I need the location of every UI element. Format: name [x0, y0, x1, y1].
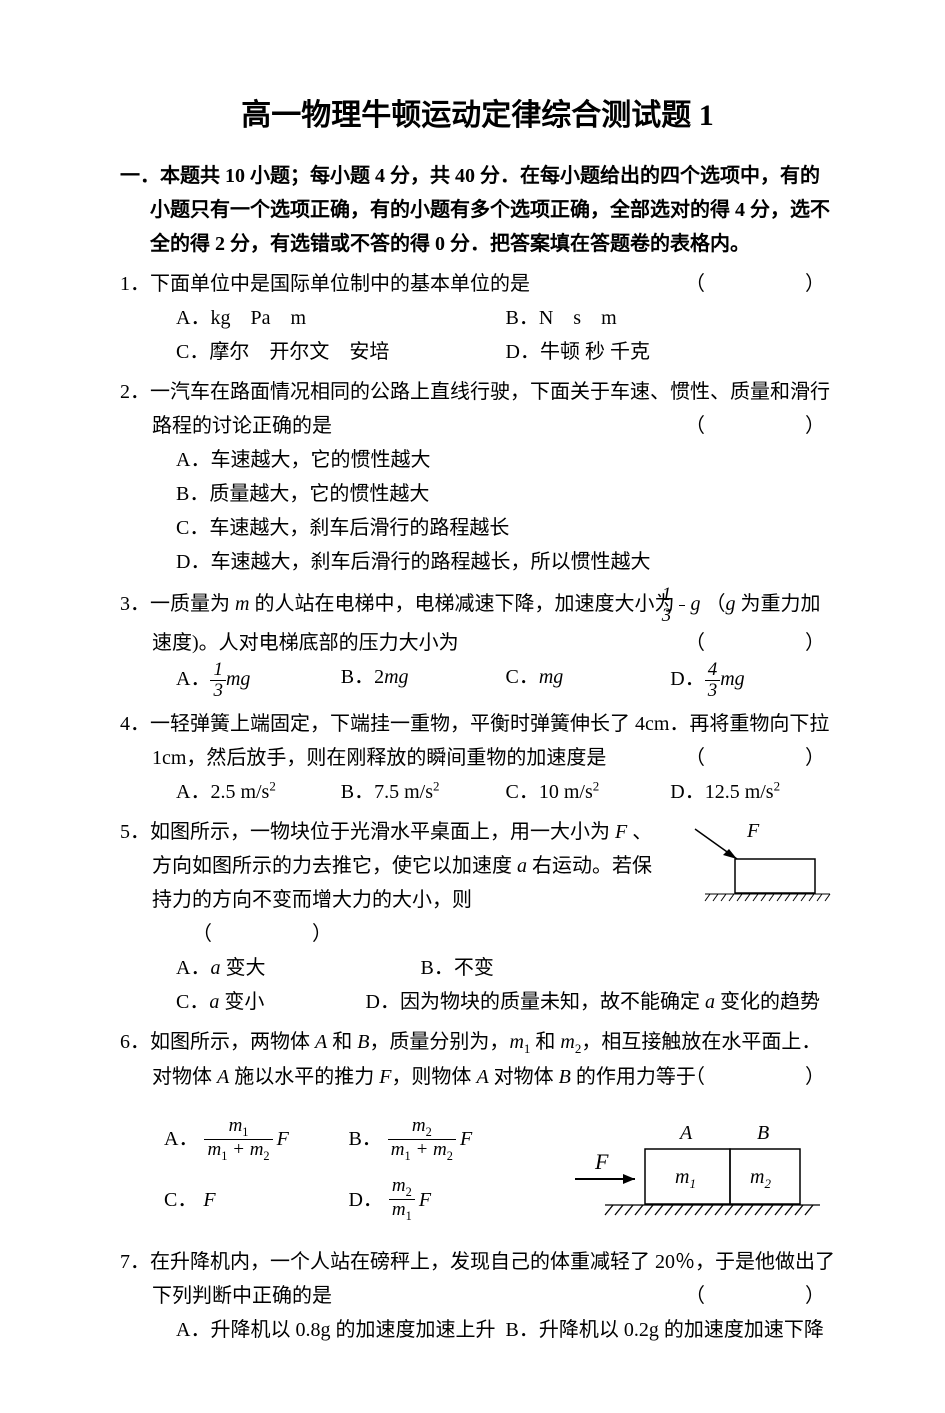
q6-row1: A． m1 m1 + m2 F B． m2 m1 + m2 F	[120, 1116, 565, 1163]
q1-stem: 1．下面单位中是国际单位制中的基本单位的是 （ ）	[120, 267, 835, 301]
page-title: 高一物理牛顿运动定律综合测试题 1	[120, 90, 835, 141]
q7-stem: 7．在升降机内，一个人站在磅秤上，发现自己的体重减轻了 20％，于是他做出了下列…	[120, 1245, 835, 1313]
opt-d: D．牛顿 秒 千克	[506, 335, 836, 369]
q6-options: A． m1 m1 + m2 F B． m2 m1 + m2 F	[120, 1102, 565, 1237]
answer-paren: （ ）	[717, 409, 835, 443]
answer-paren: （ ）	[717, 1279, 835, 1313]
q1-options-2: C．摩尔 开尔文 安培 D．牛顿 秒 千克	[120, 335, 835, 369]
opt-c: C．mg	[506, 660, 671, 701]
q3-c: （	[705, 593, 725, 615]
opt-b: B． m2 m1 + m2 F	[348, 1116, 532, 1163]
fraction-icon: m2 m1 + m2	[388, 1116, 456, 1163]
answer-paren: （ ）	[717, 1060, 835, 1094]
opt-d: D．车速越大，刹车后滑行的路程越长，所以惯性越大	[120, 545, 835, 579]
opt-c: C．a 变小	[176, 985, 361, 1019]
page: 高一物理牛顿运动定律综合测试题 1 一．本题共 10 小题；每小题 4 分，共 …	[0, 0, 945, 1413]
fraction-icon: 43	[705, 660, 721, 701]
opt-d: D．12.5 m/s2	[670, 775, 835, 809]
q7-options: A．升降机以 0.8g 的加速度加速上升 B．升降机以 0.2g 的加速度加速下…	[120, 1313, 835, 1347]
opt-d: D．因为物块的质量未知，故不能确定 a 变化的趋势	[366, 991, 820, 1013]
question-1: 1．下面单位中是国际单位制中的基本单位的是 （ ） A．kg Pa m B．N …	[120, 267, 835, 369]
var-g2: g	[725, 593, 735, 615]
q6-body: A． m1 m1 + m2 F B． m2 m1 + m2 F	[120, 1102, 835, 1237]
q5-options-2: C．a 变小 D．因为物块的质量未知，故不能确定 a 变化的趋势	[120, 985, 835, 1019]
q3-b: 的人站在电梯中，电梯减速下降，加速度大小为	[249, 593, 674, 615]
opt-b: B．不变	[421, 951, 666, 985]
opt-a: A．车速越大，它的惯性越大	[120, 443, 835, 477]
opt-a: A．a 变大	[176, 951, 421, 985]
question-5: F 5．如图所示，一物块位于光滑水平桌面上，用一大小为 F 、 方向如图所示的力…	[120, 815, 835, 1019]
answer-paren: （ ）	[192, 923, 342, 945]
svg-text:m2: m2	[750, 1166, 771, 1191]
answer-paren: （ ）	[717, 626, 835, 660]
question-4: 4．一轻弹簧上端固定，下端挂一重物，平衡时弹簧伸长了 4cm．再将重物向下拉1c…	[120, 707, 835, 809]
fraction-icon: m2 m1	[389, 1176, 415, 1223]
opt-d: D．43mg	[670, 660, 835, 701]
fig-label-b: B	[757, 1122, 769, 1144]
question-2: 2．一汽车在路面情况相同的公路上直线行驶，下面关于车速、惯性、质量和滑行路程的讨…	[120, 375, 835, 579]
opt-b: B．升降机以 0.2g 的加速度加速下降	[506, 1313, 836, 1347]
answer-paren: （ ）	[717, 741, 835, 775]
q6-row2: C．F D． m2 m1 F	[120, 1176, 565, 1223]
fraction-icon: m1 m1 + m2	[204, 1116, 272, 1163]
opt-c: C．F	[164, 1176, 348, 1223]
opt-a: A．升降机以 0.8g 的加速度加速上升	[176, 1313, 506, 1347]
fraction-icon: 13	[679, 585, 685, 626]
question-3: 3．一质量为 m 的人站在电梯中，电梯减速下降，加速度大小为 13 g （g 为…	[120, 585, 835, 701]
question-7: 7．在升降机内，一个人站在磅秤上，发现自己的体重减轻了 20％，于是他做出了下列…	[120, 1245, 835, 1347]
q2-stem: 2．一汽车在路面情况相同的公路上直线行驶，下面关于车速、惯性、质量和滑行路程的讨…	[120, 375, 835, 443]
opt-a: A． m1 m1 + m2 F	[164, 1116, 348, 1163]
question-6: 6．如图所示，两物体 A 和 B，质量分别为，m1 和 m2，相互接触放在水平面…	[120, 1025, 835, 1237]
svg-text:m1: m1	[675, 1166, 696, 1191]
answer-paren: （ ）	[717, 267, 835, 301]
opt-b: B．2mg	[341, 660, 506, 701]
q5-stem: 5．如图所示，一物块位于光滑水平桌面上，用一大小为 F 、 方向如图所示的力去推…	[120, 815, 835, 951]
q1-options: A．kg Pa m B．N s m	[120, 301, 835, 335]
var-m: m	[235, 593, 249, 615]
q4-stem: 4．一轻弹簧上端固定，下端挂一重物，平衡时弹簧伸长了 4cm．再将重物向下拉1c…	[120, 707, 835, 775]
var-g: g	[690, 593, 700, 615]
q3-stem: 3．一质量为 m 的人站在电梯中，电梯减速下降，加速度大小为 13 g （g 为…	[120, 585, 835, 660]
opt-c: C．10 m/s2	[506, 775, 671, 809]
section-header: 一．本题共 10 小题；每小题 4 分，共 40 分．在每小题给出的四个选项中，…	[120, 159, 835, 261]
opt-a: A．13mg	[176, 660, 341, 701]
opt-b: B．7.5 m/s2	[341, 775, 506, 809]
q3-options: A．13mg B．2mg C．mg D．43mg	[120, 660, 835, 701]
opt-b: B．N s m	[506, 301, 836, 335]
q1-text: 1．下面单位中是国际单位制中的基本单位的是	[120, 273, 530, 295]
fig-label-f: F	[594, 1149, 609, 1174]
q5-options-1: A．a 变大 B．不变	[120, 951, 835, 985]
opt-a: A．2.5 m/s2	[176, 775, 341, 809]
fig-label-a: A	[678, 1122, 693, 1144]
opt-c: C．摩尔 开尔文 安培	[176, 335, 506, 369]
q6-figure: F A B m1 m2	[565, 1109, 835, 1229]
opt-c: C．车速越大，刹车后滑行的路程越长	[120, 511, 835, 545]
q6-stem: 6．如图所示，两物体 A 和 B，质量分别为，m1 和 m2，相互接触放在水平面…	[120, 1025, 835, 1094]
opt-b: B．质量越大，它的惯性越大	[120, 477, 835, 511]
q4-options: A．2.5 m/s2 B．7.5 m/s2 C．10 m/s2 D．12.5 m…	[120, 775, 835, 809]
opt-d: D． m2 m1 F	[348, 1176, 532, 1223]
fraction-icon: 13	[210, 660, 226, 701]
opt-a: A．kg Pa m	[176, 301, 506, 335]
q3-a: 3．一质量为	[120, 593, 235, 615]
